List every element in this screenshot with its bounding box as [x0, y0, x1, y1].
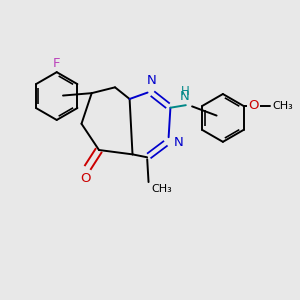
- Text: CH₃: CH₃: [273, 101, 293, 111]
- Text: O: O: [248, 100, 259, 112]
- Text: F: F: [53, 57, 61, 70]
- Text: H: H: [181, 85, 189, 98]
- Text: O: O: [81, 172, 91, 185]
- Text: N: N: [174, 136, 183, 149]
- Text: N: N: [180, 90, 190, 104]
- Text: N: N: [147, 74, 156, 87]
- Text: CH₃: CH₃: [152, 184, 172, 194]
